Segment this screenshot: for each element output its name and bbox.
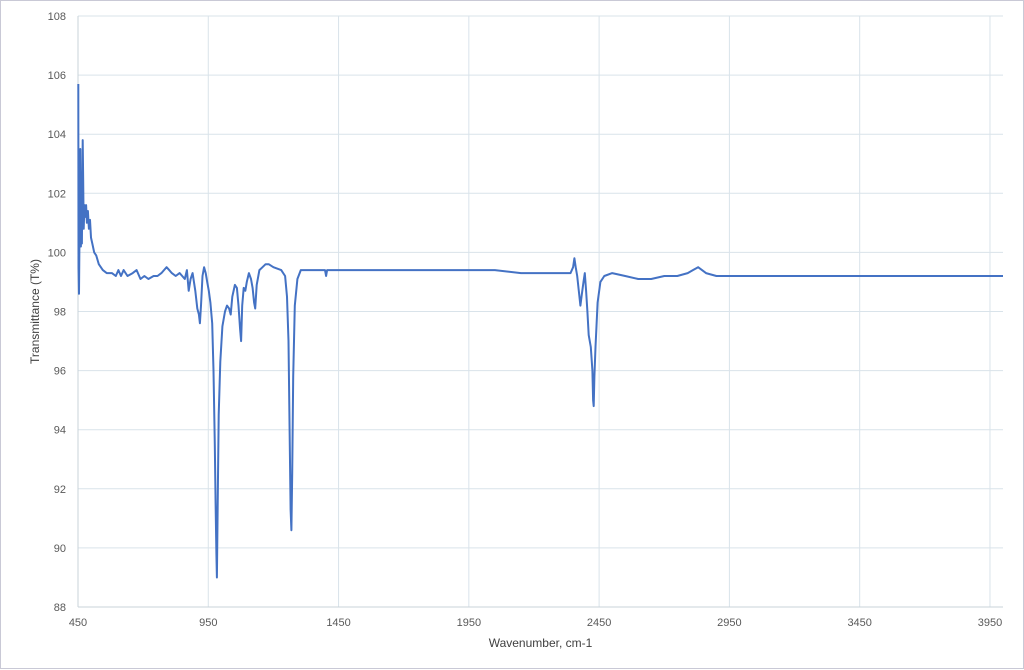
x-tick-label: 950 [199,617,217,629]
x-tick-label: 450 [69,617,87,629]
y-tick-label: 88 [54,602,66,614]
y-tick-label: 94 [54,425,66,437]
y-tick-label: 108 [48,11,66,23]
y-tick-label: 98 [54,307,66,319]
y-axis-title: Transmittance (T%) [28,259,42,364]
x-tick-label: 1450 [326,617,350,629]
series-line [77,83,1003,579]
x-tick-label: 3950 [978,617,1002,629]
y-tick-label: 90 [54,543,66,555]
grid [78,15,1003,607]
x-tick-label: 2950 [717,617,741,629]
y-tick-label: 92 [54,484,66,496]
x-tick-label: 3450 [847,617,871,629]
y-tick-label: 102 [48,188,66,200]
x-tick-label: 2450 [587,617,611,629]
x-axis-title: Wavenumber, cm-1 [489,636,593,650]
y-tick-label: 96 [54,366,66,378]
x-tick-label: 1950 [457,617,481,629]
y-tick-label: 100 [48,247,66,259]
series-layer [77,83,1003,579]
y-tick-label: 104 [48,129,66,141]
y-tick-label: 106 [48,70,66,82]
tick-labels: 88 90 92 94 96 98 100 102 104 106 108 450 950 1450 195… [48,11,1003,629]
